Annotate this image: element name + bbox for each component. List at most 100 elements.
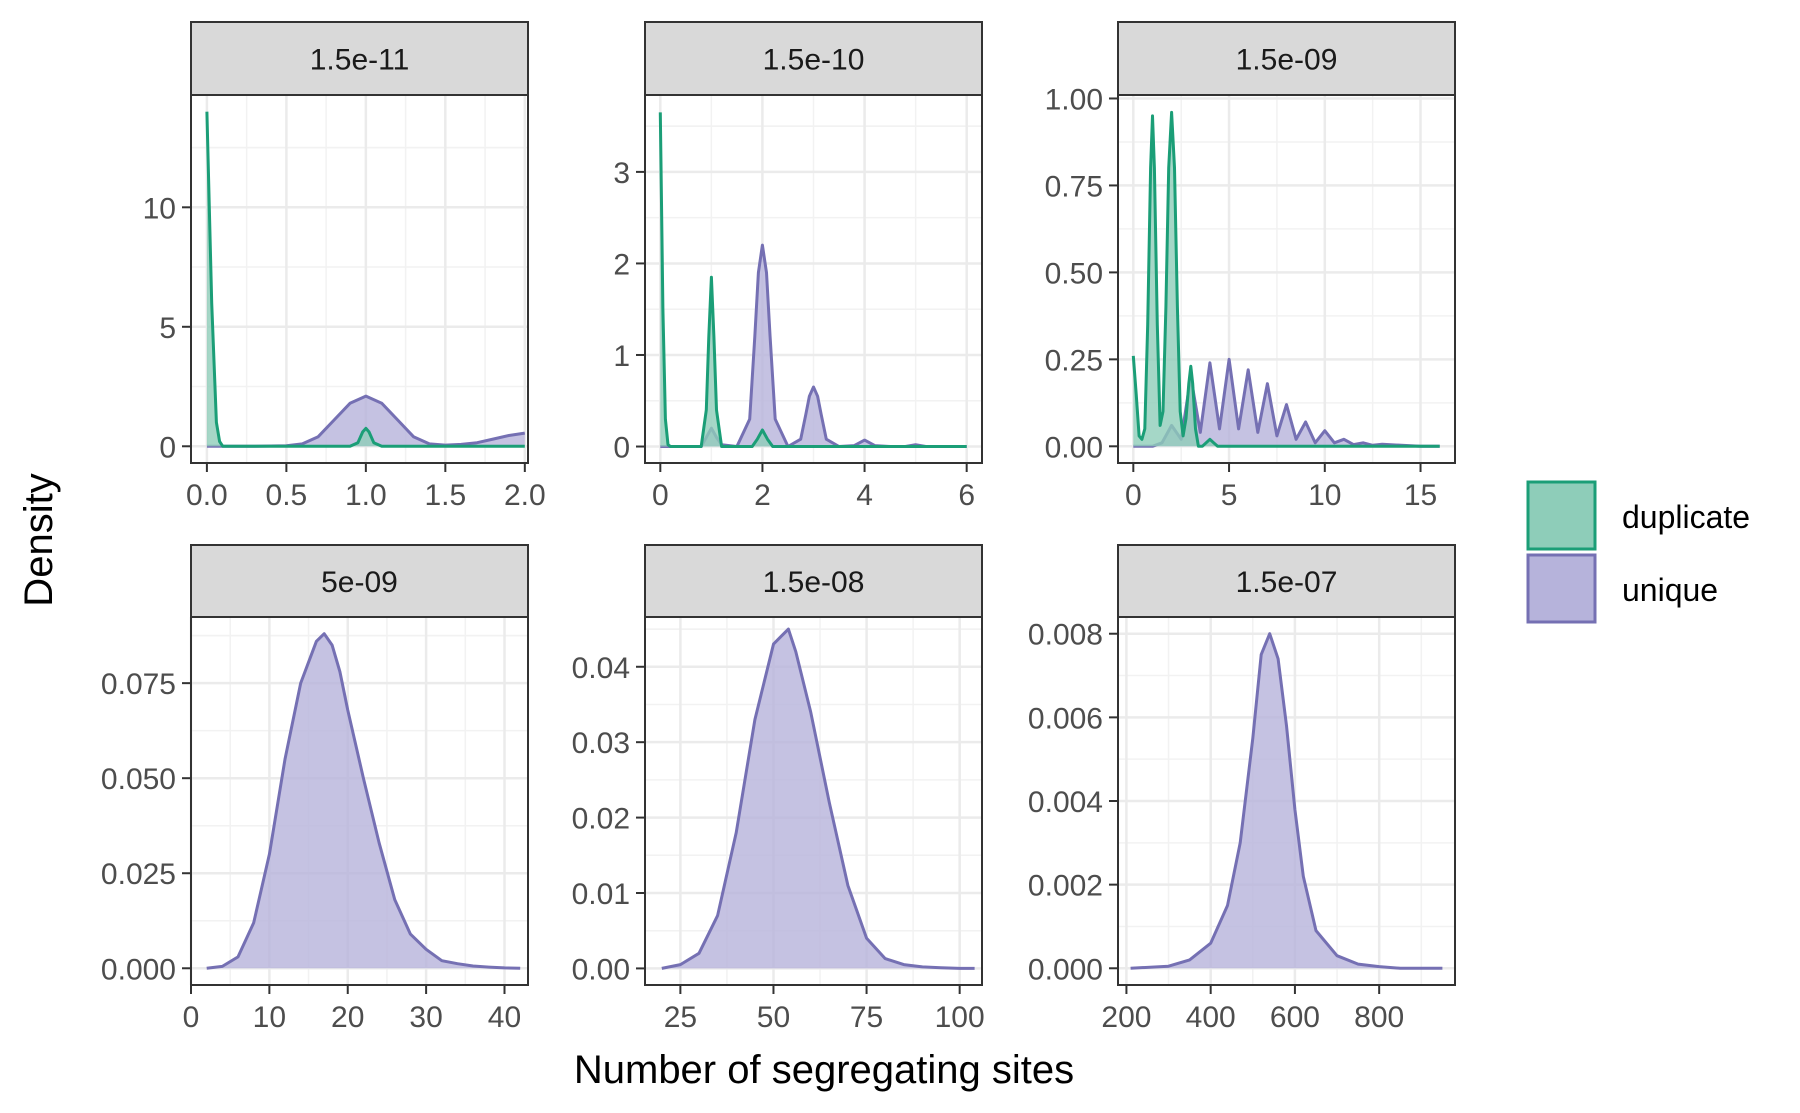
y-tick-label: 0.00 xyxy=(572,953,630,986)
x-tick-label: 15 xyxy=(1404,479,1437,512)
panel-3: 1.5e-09 0 5 10 15 0.00 0.25 0.50 0.75 1.00 xyxy=(1045,21,1456,512)
y-tick-label: 0.03 xyxy=(572,727,630,760)
x-tick-label: 50 xyxy=(757,1001,790,1034)
y-tick-label: 0.25 xyxy=(1045,344,1103,377)
x-tick-label: 10 xyxy=(253,1001,286,1034)
y-tick-label: 2 xyxy=(613,248,630,281)
density-area-unique xyxy=(661,629,975,969)
x-tick-label: 800 xyxy=(1354,1001,1404,1034)
x-tick-label: 2.0 xyxy=(504,479,546,512)
facet-label: 1.5e-11 xyxy=(310,44,410,77)
density-line-unique xyxy=(1130,632,1443,970)
y-tick-label: 0.00 xyxy=(1045,431,1103,464)
density-series-group xyxy=(658,112,967,448)
panel-border xyxy=(644,94,983,464)
y-tick-label: 0.75 xyxy=(1045,170,1103,203)
y-tick-label: 0 xyxy=(159,431,176,464)
facet-label: 1.5e-07 xyxy=(1236,566,1338,599)
y-tick-label: 0.50 xyxy=(1045,257,1103,290)
legend-label-duplicate: duplicate xyxy=(1622,499,1750,535)
y-tick-label: 0.000 xyxy=(101,953,176,986)
panels: 1.5e-11 0.0 0.5 1.0 1.5 2.0 0 5 10 1.5e-10 0 2 4 6 0 1 2… xyxy=(101,21,1456,1034)
panel-4: 5e-09 0 10 20 30 40 0.000 0.025 0.050 0.075 xyxy=(101,544,529,1034)
facet-label: 5e-09 xyxy=(321,566,398,599)
density-area-unique xyxy=(1133,359,1440,447)
panel-border xyxy=(190,616,529,986)
panel-border xyxy=(644,616,983,986)
facet-label: 1.5e-08 xyxy=(763,566,865,599)
x-tick-label: 4 xyxy=(856,479,873,512)
y-tick-label: 0.01 xyxy=(572,878,630,911)
panel-6: 1.5e-07 200 400 600 800 0.000 0.002 0.004 0.006 0… xyxy=(1028,544,1456,1034)
x-tick-label: 1.0 xyxy=(345,479,387,512)
density-line-duplicate xyxy=(658,112,967,448)
x-tick-label: 20 xyxy=(331,1001,364,1034)
y-tick-label: 0.025 xyxy=(101,858,176,891)
x-tick-label: 25 xyxy=(664,1001,697,1034)
density-series-group xyxy=(1131,110,1440,448)
density-line-duplicate xyxy=(1131,110,1440,448)
x-tick-label: 600 xyxy=(1270,1001,1320,1034)
x-tick-label: 1.5 xyxy=(424,479,466,512)
x-tick-label: 0 xyxy=(652,479,669,512)
y-tick-label: 0.02 xyxy=(572,803,630,836)
x-tick-label: 6 xyxy=(958,479,975,512)
facet-strip xyxy=(1117,21,1456,96)
y-tick-label: 3 xyxy=(613,157,630,190)
panel-border xyxy=(190,94,529,464)
y-tick-label: 0.075 xyxy=(101,668,176,701)
x-tick-label: 30 xyxy=(409,1001,442,1034)
x-tick-label: 0 xyxy=(183,1001,200,1034)
x-tick-label: 40 xyxy=(488,1001,521,1034)
density-line-unique xyxy=(206,632,521,970)
density-area-unique xyxy=(660,245,967,447)
panel-1: 1.5e-11 0.0 0.5 1.0 1.5 2.0 0 5 10 xyxy=(143,21,546,512)
density-line-unique xyxy=(206,394,526,448)
density-area-unique xyxy=(206,633,521,969)
facet-label: 1.5e-10 xyxy=(763,44,865,77)
x-tick-label: 5 xyxy=(1221,479,1238,512)
y-tick-label: 10 xyxy=(143,192,176,225)
y-tick-label: 0.002 xyxy=(1028,870,1103,903)
x-tick-label: 400 xyxy=(1186,1001,1236,1034)
x-tick-label: 10 xyxy=(1308,479,1341,512)
x-tick-label: 0.0 xyxy=(186,479,228,512)
y-tick-label: 5 xyxy=(159,312,176,345)
legend-key-duplicate xyxy=(1526,480,1597,551)
y-tick-label: 0.000 xyxy=(1028,953,1103,986)
density-area-unique xyxy=(206,396,525,447)
y-tick-label: 0.04 xyxy=(572,652,630,685)
facet-label: 1.5e-09 xyxy=(1236,44,1338,77)
facet-strip xyxy=(190,21,529,96)
density-series-group xyxy=(661,627,975,970)
x-tick-label: 2 xyxy=(754,479,771,512)
x-tick-label: 100 xyxy=(935,1001,985,1034)
density-line-duplicate xyxy=(205,111,525,448)
x-tick-label: 75 xyxy=(850,1001,883,1034)
density-area-unique xyxy=(1130,633,1443,969)
legend: duplicate unique xyxy=(1526,480,1750,624)
y-tick-label: 0.006 xyxy=(1028,702,1103,735)
legend-label-unique: unique xyxy=(1622,572,1718,608)
y-tick-label: 1.00 xyxy=(1045,83,1103,116)
y-tick-label: 1 xyxy=(613,340,630,373)
y-tick-label: 0.008 xyxy=(1028,619,1103,652)
y-tick-label: 0.050 xyxy=(101,763,176,796)
density-series-group xyxy=(206,632,521,970)
x-tick-label: 0.5 xyxy=(266,479,308,512)
y-tick-label: 0.004 xyxy=(1028,786,1103,819)
x-axis-title: Number of segregating sites xyxy=(574,1048,1074,1092)
panel-border xyxy=(1117,94,1456,464)
legend-key-unique xyxy=(1526,553,1597,624)
y-tick-label: 0 xyxy=(613,432,630,465)
y-axis-title: Density xyxy=(17,473,61,606)
facet-strip xyxy=(644,21,983,96)
panel-2: 1.5e-10 0 2 4 6 0 1 2 3 xyxy=(613,21,983,512)
x-tick-label: 200 xyxy=(1101,1001,1151,1034)
panel-5: 1.5e-08 25 50 75 100 0.00 0.01 0.02 0.03 0.04 xyxy=(572,544,985,1034)
x-tick-label: 0 xyxy=(1125,479,1142,512)
density-series-group xyxy=(205,111,526,448)
density-line-unique xyxy=(661,627,975,970)
facet-strip xyxy=(644,544,983,618)
